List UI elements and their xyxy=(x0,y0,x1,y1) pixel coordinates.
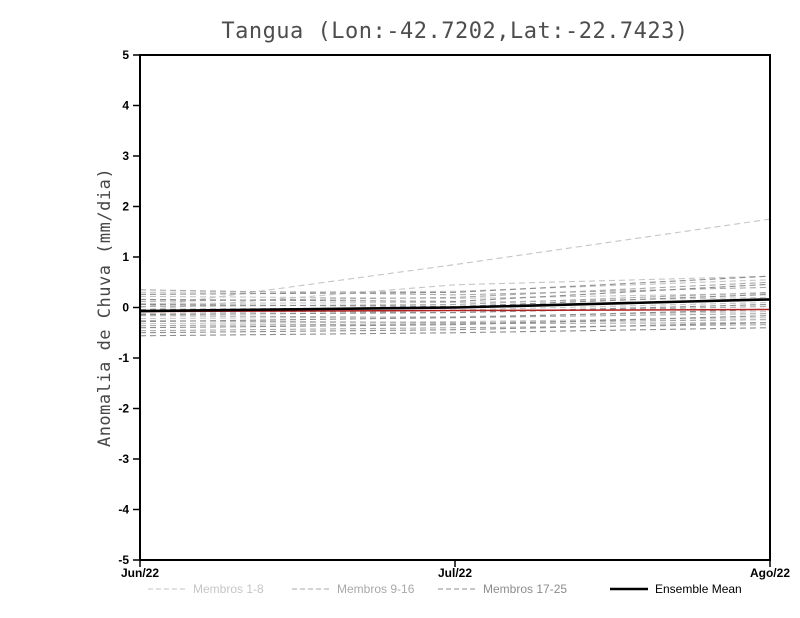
legend-label-2: Membros 9-16 xyxy=(337,582,415,596)
ensemble-member-line-group1-5 xyxy=(139,296,771,305)
ensemble-member-line-group1-4 xyxy=(139,275,771,311)
legend-label-4: Ensemble Mean xyxy=(655,582,742,596)
y-tick-label: 0 xyxy=(122,301,129,315)
ensemble-member-line-group3-2 xyxy=(139,283,771,302)
ensemble-member-line-group1-1 xyxy=(139,279,771,293)
ensemble-member-line-group3-1 xyxy=(139,275,771,295)
ensemble-member-line-group3-7 xyxy=(139,315,771,329)
ensemble-mean-line xyxy=(139,298,771,313)
ensemble-member-line-group3-8 xyxy=(139,322,771,334)
y-tick-label: -4 xyxy=(118,503,129,517)
y-tick-label: 2 xyxy=(122,200,129,214)
x-tick-label: Ago/22 xyxy=(750,566,790,580)
ensemble-member-line-group1-2 xyxy=(139,292,771,299)
y-tick-label: 3 xyxy=(122,149,129,163)
legend-label-1: Membros 1-8 xyxy=(193,582,264,596)
ensemble-member-line-group3-5 xyxy=(139,303,771,316)
ensemble-member-line-group3-9 xyxy=(139,327,771,337)
y-tick-label: -3 xyxy=(118,452,129,466)
y-tick-label: -5 xyxy=(118,553,129,567)
x-tick-label: Jun/22 xyxy=(121,566,159,580)
ensemble-member-line-group2-6 xyxy=(139,319,771,324)
ensemble-member-line-group1-7 xyxy=(139,310,771,320)
legend-label-3: Membros 17-25 xyxy=(483,582,567,596)
y-tick-label: 4 xyxy=(122,99,129,113)
y-tick-label: -2 xyxy=(118,402,129,416)
chart-title: Tangua (Lon:-42.7202,Lat:-22.7423) xyxy=(221,19,688,44)
x-tick-label: Jul/22 xyxy=(438,566,472,580)
ensemble-member-line-group2-8 xyxy=(139,324,771,332)
y-tick-label: -1 xyxy=(118,351,129,365)
ensemble-member-line-group2-7 xyxy=(139,322,771,327)
y-tick-label: 1 xyxy=(122,250,129,264)
reference-line xyxy=(139,308,771,313)
y-tick-label: 5 xyxy=(122,48,129,62)
ensemble-member-line-group3-6 xyxy=(139,308,771,323)
ensemble-member-line-group2-3 xyxy=(139,291,771,308)
y-axis-label: Anomalia de Chuva (mm/dia) xyxy=(95,168,115,447)
